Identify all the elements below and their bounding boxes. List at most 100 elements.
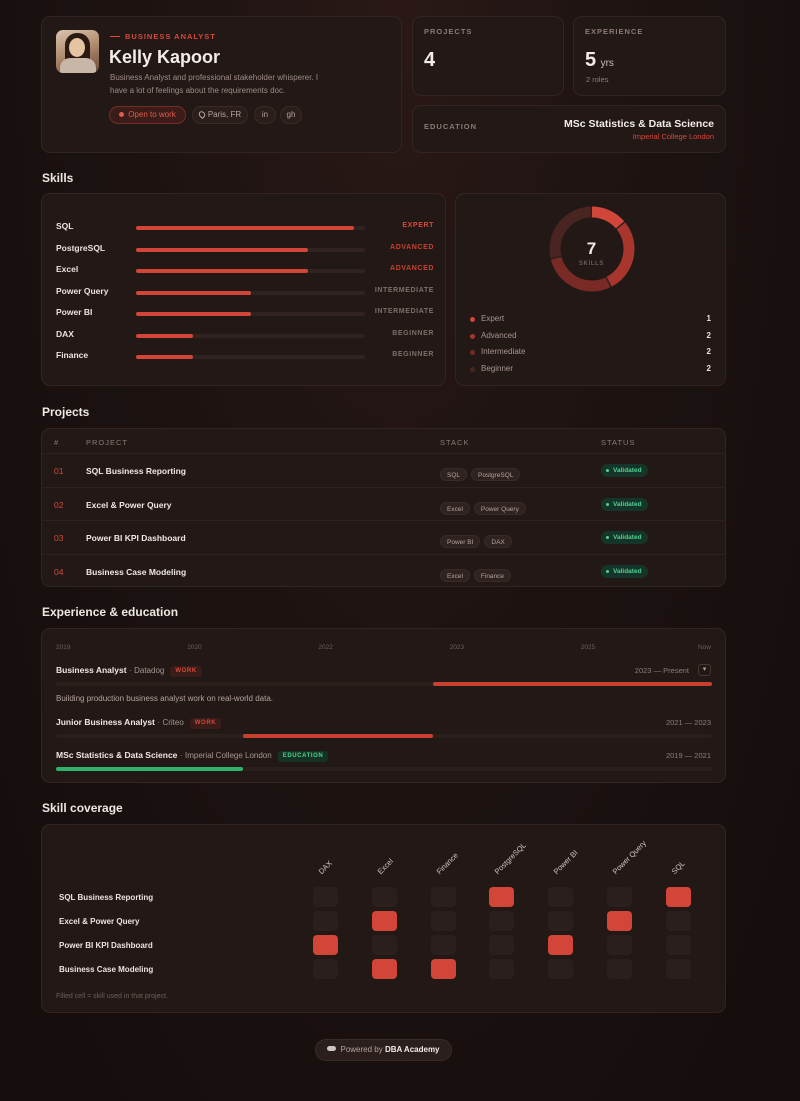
experience-timeline-card: 2019 2020 2022 2023 2025 Now Business Analyst … (41, 628, 726, 783)
open-to-work-badge[interactable]: Open to work (109, 106, 186, 124)
timeline-bar (433, 682, 712, 686)
entry-org: Datadog (134, 666, 165, 675)
coverage-cell-filled (548, 935, 574, 955)
education-school: Imperial College London (632, 132, 714, 141)
skill-row: Finance BEGINNER (56, 350, 434, 364)
profile-bio-line1: Business Analyst and professional stakeh… (110, 73, 319, 82)
project-number: 02 (54, 499, 64, 510)
coverage-note: Filled cell = skill used in that project… (56, 993, 168, 1000)
skill-row: Power Query INTERMEDIATE (56, 286, 434, 300)
skill-bar-track (136, 269, 365, 273)
entry-type-badge: WORK (170, 666, 202, 677)
timeline-entry-title[interactable]: MSc Statistics & Data Science · Imperial… (56, 750, 329, 762)
linkedin-link[interactable]: in (254, 106, 276, 124)
profile-bio-line2: have a lot of feelings about the require… (110, 86, 286, 95)
legend-label: Expert (481, 314, 505, 323)
table-row[interactable]: 02 Excel & Power Query Excel Power Query Val… (42, 486, 726, 521)
skill-bar-track (136, 333, 365, 338)
skills-donut-card: 7 SKILLS Expert 1 Advanced 2 Intermediate 2 Be… (455, 193, 726, 386)
stack-tag: DAX (484, 535, 512, 548)
timeline-axis-label: 2023 (449, 644, 465, 651)
skill-name: SQL (56, 221, 74, 231)
experience-section-title: Experience & education (42, 605, 179, 619)
donut-slice (549, 206, 635, 292)
education-stat-card: EDUCATION MSc Statistics & Data Science … (412, 105, 726, 153)
project-number: 04 (54, 566, 64, 577)
table-row[interactable]: 03 Power BI KPI Dashboard Power BI DAX Valid… (42, 520, 726, 554)
skill-name: Power Query (56, 285, 109, 296)
col-header-stack: STACK (440, 438, 470, 447)
projects-stat-label: PROJECTS (424, 27, 473, 36)
entry-dates: 2023 — Present (634, 666, 689, 675)
skill-bar-fill (136, 333, 194, 338)
timeline-entry-title[interactable]: Business Analyst · Datadog WORK (56, 665, 202, 677)
coverage-column-label: Excel (375, 856, 395, 876)
timeline-track (56, 767, 712, 771)
skill-level: INTERMEDIATE (374, 286, 434, 294)
col-header-num: # (54, 438, 60, 447)
coverage-column-label: Power Query (610, 838, 648, 876)
skill-level: BEGINNER (392, 351, 434, 358)
coverage-cell-empty (371, 935, 397, 955)
skill-bar-fill (136, 247, 308, 252)
legend-count: 2 (706, 363, 711, 373)
legend-swatch (470, 350, 475, 355)
legend-count: 2 (706, 330, 711, 340)
skills-donut-chart (549, 206, 635, 292)
collapse-button[interactable]: ▾ (698, 664, 711, 676)
project-name: Business Case Modeling (86, 566, 187, 577)
coverage-matrix-card: Filled cell = skill used in that project… (41, 824, 726, 1013)
project-name: SQL Business Reporting (86, 466, 186, 476)
education-stat-label: EDUCATION (424, 122, 478, 131)
coverage-cell-empty (489, 959, 515, 979)
skill-row: SQL EXPERT (56, 221, 434, 235)
project-number: 03 (54, 533, 64, 543)
table-row[interactable]: 04 Business Case Modeling Excel Finance Vali… (42, 553, 726, 588)
powered-by-badge[interactable]: Powered by DBA Academy (315, 1039, 452, 1061)
coverage-cell-filled (489, 887, 515, 907)
coverage-column-label: Power BI (551, 848, 580, 876)
skill-level: ADVANCED (390, 265, 434, 272)
status-badge: Validated (601, 497, 648, 511)
github-link[interactable]: gh (280, 106, 302, 124)
col-header-status: STATUS (601, 438, 636, 447)
entry-role: MSc Statistics & Data Science (56, 750, 178, 760)
timeline-track (56, 734, 712, 738)
coverage-cell-filled (371, 911, 397, 931)
skills-total-label: SKILLS (578, 261, 605, 267)
coverage-row-label: Excel & Power Query (59, 917, 140, 926)
skill-name: PostgreSQL (56, 242, 106, 253)
location-chip: Paris, FR (192, 106, 248, 124)
coverage-column-label: Finance (434, 850, 460, 876)
stack-tag: Power Query (473, 501, 526, 515)
table-row[interactable]: 01 SQL Business Reporting SQL PostgreSQL Val… (42, 453, 726, 487)
skill-bar-track (136, 226, 365, 230)
coverage-cell-empty (548, 887, 574, 907)
entry-type-badge: EDUCATION (277, 751, 329, 762)
entry-sep: · (177, 750, 185, 760)
skill-name: Excel (56, 264, 79, 274)
timeline-axis-label: Now (697, 644, 711, 651)
skills-bars-card: SQL EXPERT PostgreSQL ADVANCED Excel ADVANCED… (41, 193, 446, 386)
legend-label: Intermediate (481, 347, 526, 356)
coverage-column-label: SQL (669, 859, 687, 876)
skill-name: Finance (56, 350, 89, 360)
entry-sep: · (126, 665, 135, 675)
stack-tag: Power BI (440, 535, 481, 548)
legend-label: Beginner (481, 363, 514, 373)
skill-level: ADVANCED (390, 243, 434, 251)
donut-slice (549, 206, 635, 292)
donut-slice (549, 206, 635, 292)
status-badge: Validated (601, 464, 648, 477)
experience-stat-value: 5 yrs (585, 49, 614, 71)
project-stack: Excel Finance (440, 565, 515, 583)
entry-description: Building production business analyst wor… (56, 694, 274, 703)
entry-type-badge: WORK (189, 718, 222, 729)
experience-stat-card: EXPERIENCE 5 yrs 2 roles (573, 16, 726, 96)
coverage-column-label: DAX (316, 858, 334, 876)
coverage-cell-empty (430, 935, 456, 955)
legend-swatch (470, 333, 475, 339)
col-header-project: PROJECT (86, 438, 129, 447)
education-degree: MSc Statistics & Data Science (564, 118, 714, 130)
timeline-entry-title[interactable]: Junior Business Analyst · Criteo WORK (56, 717, 222, 729)
